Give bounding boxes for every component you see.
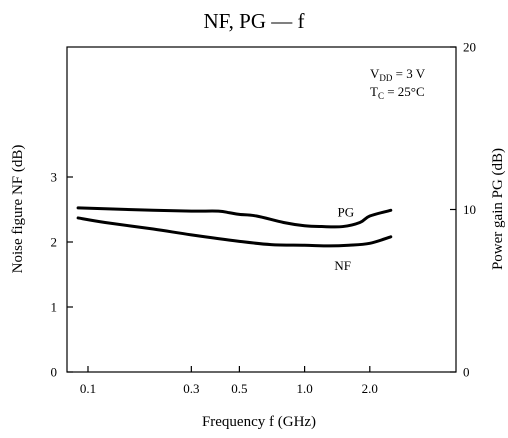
right-tick-label: 10 (463, 202, 476, 217)
x-tick-label: 2.0 (362, 381, 378, 396)
tick-labels-group: 0.1 0.3 0.5 1.0 2.0 0 1 2 3 0 10 20 (51, 40, 477, 397)
tc-value: = 25°C (384, 84, 425, 99)
right-axis-label: Power gain PG (dB) (490, 148, 506, 270)
left-tick-label: 1 (51, 300, 58, 315)
chart-title: NF, PG — f (203, 9, 304, 33)
series-line-pg (76, 206, 393, 229)
tc-condition: TC = 25°C (370, 84, 425, 101)
vdd-sub: DD (379, 73, 392, 83)
conditions-annotation: VDD = 3 V TC = 25°C (370, 66, 426, 101)
left-tick-label: 0 (51, 365, 58, 380)
series-label-nf: NF (334, 258, 351, 273)
right-tick-label: 20 (463, 40, 476, 55)
x-tick-label: 1.0 (296, 381, 312, 396)
x-tick-label: 0.5 (231, 381, 247, 396)
ticks-group (67, 46, 456, 373)
left-tick-label: 2 (51, 235, 58, 250)
tc-main: T (370, 84, 378, 99)
curves-group: PG NF (76, 205, 393, 273)
series-label-pg: PG (338, 205, 355, 220)
vdd-value: = 3 V (392, 66, 425, 81)
left-axis-label: Noise figure NF (dB) (10, 145, 26, 274)
right-tick-label: 0 (463, 365, 470, 380)
x-tick-label: 0.1 (80, 381, 96, 396)
x-axis-label: Frequency f (GHz) (202, 414, 316, 430)
x-tick-label: 0.3 (183, 381, 199, 396)
series-line-nf (76, 216, 393, 248)
left-tick-label: 3 (51, 170, 58, 185)
vdd-condition: VDD = 3 V (370, 66, 426, 83)
tc-sub: C (378, 91, 384, 101)
vdd-main: V (370, 66, 380, 81)
